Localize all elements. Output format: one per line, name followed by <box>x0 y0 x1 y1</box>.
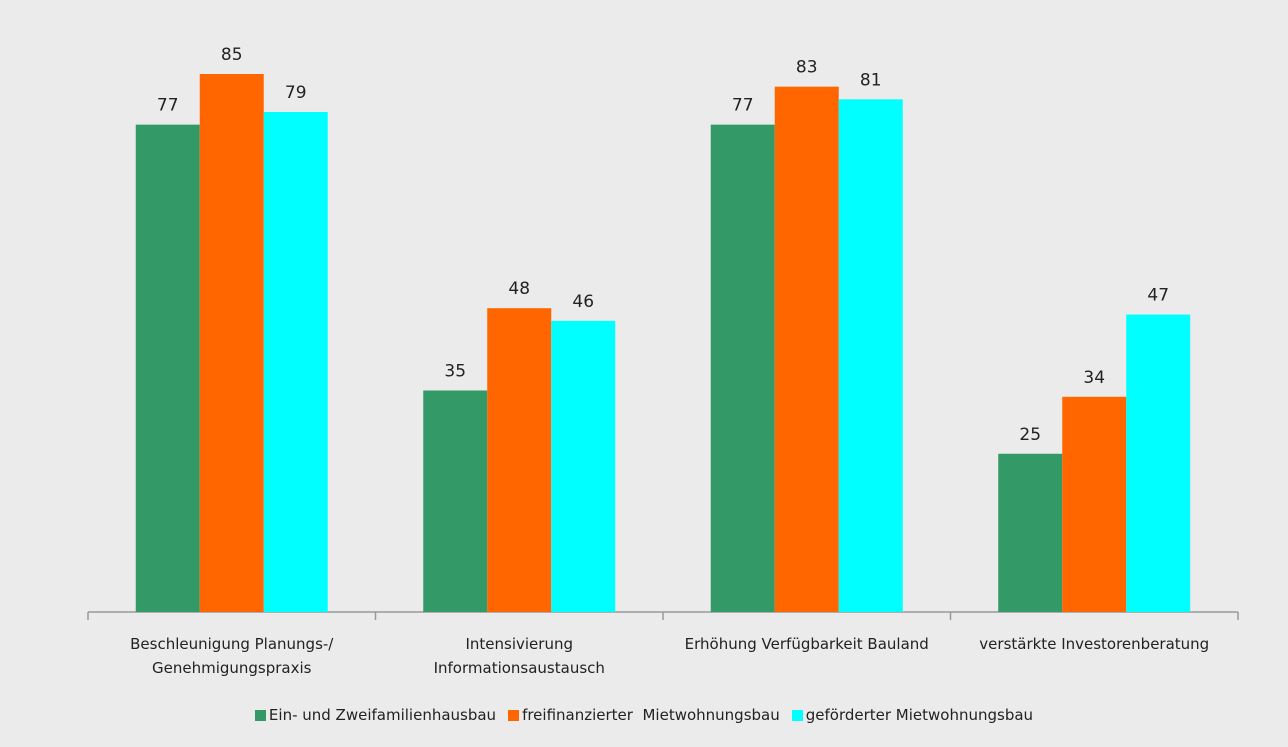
data-label: 35 <box>444 361 466 381</box>
legend-label: freifinanzierter Mietwohnungsbau <box>522 706 780 724</box>
data-label: 77 <box>732 96 754 116</box>
data-label: 79 <box>285 83 307 103</box>
legend-item: freifinanzierter Mietwohnungsbau <box>508 706 780 724</box>
legend-item: Ein- und Zweifamilienhausbau <box>254 706 497 724</box>
bar <box>774 86 839 613</box>
data-label: 34 <box>1083 368 1105 388</box>
bar <box>1126 314 1191 612</box>
legend-label: Ein- und Zweifamilienhausbau <box>268 706 497 724</box>
legend-item: geförderter Mietwohnungsbau <box>791 706 1034 724</box>
bar <box>487 308 552 612</box>
legend: Ein- und Zweifamilienhausbau freifinanzie… <box>0 706 1288 724</box>
legend-swatch <box>254 709 266 721</box>
bar <box>263 111 328 612</box>
bar <box>423 390 488 612</box>
data-label: 85 <box>221 45 243 65</box>
data-label: 25 <box>1019 425 1041 445</box>
data-label: 77 <box>157 96 179 116</box>
x-tick-label: verstärkte Investorenberatung <box>979 635 1210 653</box>
x-tick-label: Erhöhung Verfügbarkeit Bauland <box>684 635 929 653</box>
data-label: 46 <box>572 292 594 312</box>
data-label: 47 <box>1147 286 1169 306</box>
bar <box>199 74 264 612</box>
data-label: 48 <box>508 279 530 299</box>
x-tick-label: Intensivierung Informationsaustausch <box>433 635 605 677</box>
bar <box>998 453 1063 612</box>
data-label: 81 <box>860 70 882 90</box>
bar <box>1062 396 1127 612</box>
x-tick-label: Beschleunigung Planungs-/ Genehmigungspr… <box>130 635 334 677</box>
data-label: 83 <box>796 58 818 78</box>
bar <box>838 99 903 613</box>
legend-swatch <box>791 709 803 721</box>
bar <box>710 124 775 613</box>
bar <box>551 320 616 612</box>
bar <box>135 124 200 613</box>
legend-label: geförderter Mietwohnungsbau <box>805 706 1034 724</box>
legend-swatch <box>508 709 520 721</box>
